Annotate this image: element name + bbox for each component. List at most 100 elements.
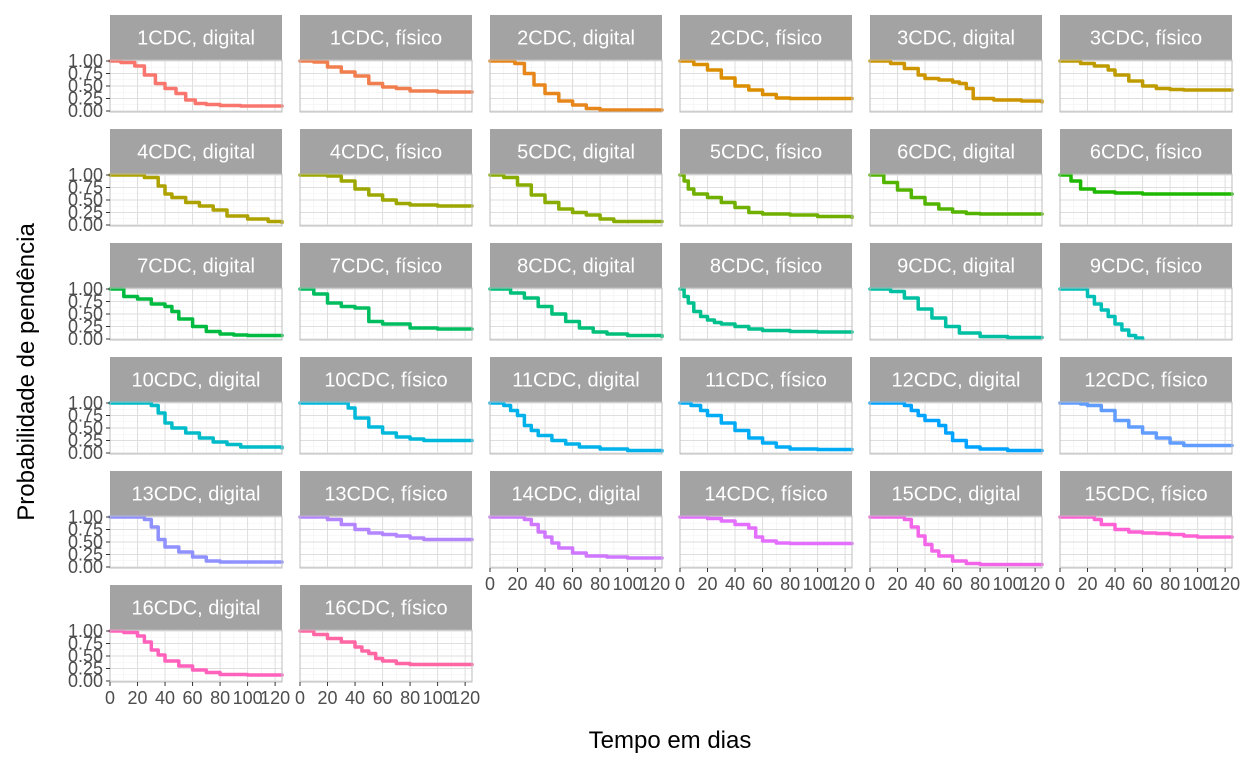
y-tick-label: 0.00	[68, 671, 103, 691]
panel-strip-label: 3CDC, digital	[897, 28, 1015, 50]
y-tick-label: 0.00	[68, 443, 103, 463]
panel: 10CDC, físico	[298, 357, 474, 455]
panel-strip	[1060, 129, 1232, 174]
x-tick-label: 0	[1055, 574, 1065, 594]
x-tick-label: 0	[675, 574, 685, 594]
panel: 5CDC, digital	[488, 129, 664, 227]
x-tick-label: 20	[698, 574, 718, 594]
panel-border	[1059, 515, 1233, 569]
survival-curve	[868, 515, 1044, 567]
panel: 2CDC, físico	[678, 15, 854, 113]
x-tick-label: 120	[260, 688, 290, 708]
panel-strip-label: 12CDC, físico	[1084, 370, 1207, 392]
x-tick-label: 80	[970, 574, 990, 594]
panel: 13CDC, digital 0.000.250.500.751.00	[68, 471, 284, 577]
survival-curve	[678, 59, 854, 101]
x-tick-label: 100	[993, 574, 1023, 594]
panel-strip	[870, 243, 1042, 288]
survival-curve	[868, 59, 1044, 104]
survival-curve	[1058, 59, 1234, 92]
survival-curve	[108, 287, 284, 338]
panel-strip-label: 2CDC, físico	[710, 28, 822, 50]
survival-curve	[868, 287, 1044, 340]
x-tick-label: 20	[318, 688, 338, 708]
x-tick-label: 60	[943, 574, 963, 594]
panel-border	[1059, 287, 1233, 341]
panel: 1CDC, digital 0.000.250.500.751.00	[68, 15, 284, 121]
panel-strip-label: 8CDC, físico	[710, 256, 822, 278]
y-tick-label: 0.75	[68, 406, 103, 426]
survival-curve	[678, 287, 854, 334]
panel-strip	[300, 357, 472, 402]
survival-curve	[298, 59, 474, 94]
panel: 6CDC, físico	[1058, 129, 1234, 227]
panel-border	[489, 515, 663, 569]
x-tick-label: 40	[535, 574, 555, 594]
survival-curve	[298, 287, 474, 331]
panel-strip-label: 15CDC, físico	[1084, 484, 1207, 506]
panel-strip-label: 7CDC, digital	[137, 256, 255, 278]
x-tick-label: 20	[1078, 574, 1098, 594]
panel-strip-label: 10CDC, digital	[132, 370, 261, 392]
panel-strip	[490, 15, 662, 60]
x-tick-label: 100	[233, 688, 263, 708]
survival-curve	[108, 59, 284, 108]
panel-strip	[680, 471, 852, 516]
y-tick-label: 0.25	[68, 317, 103, 337]
panel: 4CDC, físico	[298, 129, 474, 227]
y-tick-label: 0.75	[68, 520, 103, 540]
y-tick-label: 0.50	[68, 304, 103, 324]
y-tick-label: 0.25	[68, 89, 103, 109]
panel-strip-label: 4CDC, físico	[330, 142, 442, 164]
y-tick-label: 1.00	[68, 165, 103, 185]
panel-strip	[680, 243, 852, 288]
x-tick-label: 100	[1183, 574, 1213, 594]
panel-strip-label: 14CDC, digital	[512, 484, 641, 506]
panel-strip-label: 9CDC, físico	[1090, 256, 1202, 278]
survival-curve	[1058, 401, 1234, 448]
x-tick-label: 120	[830, 574, 860, 594]
panel-border	[1059, 401, 1233, 455]
survival-curve	[868, 173, 1044, 216]
panel-strip-label: 13CDC, digital	[132, 484, 261, 506]
panel-strip	[300, 471, 472, 516]
x-tick-label: 0	[485, 574, 495, 594]
panel-border	[1059, 59, 1233, 113]
panel-strip-label: 6CDC, digital	[897, 142, 1015, 164]
y-tick-label: 0.00	[68, 101, 103, 121]
panel-strip-label: 5CDC, digital	[517, 142, 635, 164]
y-tick-label: 0.50	[68, 76, 103, 96]
survival-curve	[488, 515, 664, 560]
x-tick-label: 80	[590, 574, 610, 594]
y-axis-title: Probabilidade de pendência	[13, 223, 40, 521]
panel-strip	[110, 243, 282, 288]
panel-strip	[300, 243, 472, 288]
panel-strip-label: 10CDC, físico	[324, 370, 447, 392]
y-tick-label: 0.00	[68, 557, 103, 577]
panel-strip	[490, 129, 662, 174]
panel-border	[869, 173, 1043, 227]
panel-strip	[680, 15, 852, 60]
panel-border	[489, 287, 663, 341]
panel: 11CDC, digital	[488, 357, 664, 455]
panel-border	[869, 287, 1043, 341]
panel-strip-label: 13CDC, físico	[324, 484, 447, 506]
panel-strip-label: 5CDC, físico	[710, 142, 822, 164]
panel: 7CDC, físico	[298, 243, 474, 341]
panel-strip	[110, 357, 282, 402]
x-tick-label: 100	[803, 574, 833, 594]
panel-strip	[680, 357, 852, 402]
survival-curve	[298, 173, 474, 208]
panel-strip	[490, 471, 662, 516]
panel: 2CDC, digital	[488, 15, 664, 113]
survival-curve	[1058, 515, 1234, 539]
panel-border	[679, 59, 853, 113]
panel-strip-label: 1CDC, físico	[330, 28, 442, 50]
y-tick-label: 1.00	[68, 393, 103, 413]
